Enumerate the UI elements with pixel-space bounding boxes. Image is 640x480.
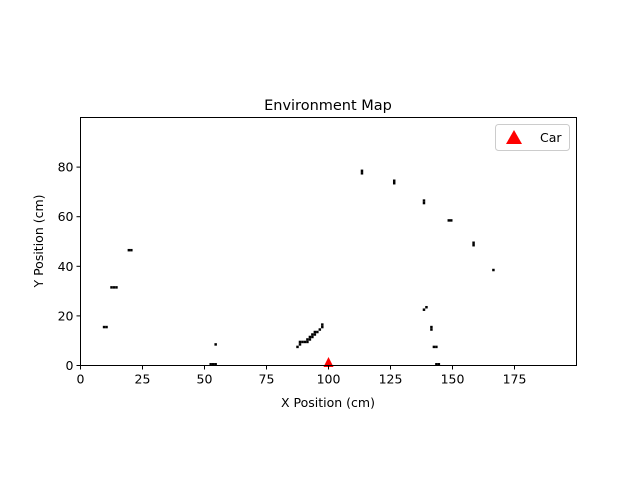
x-tick-label: 75 (259, 372, 275, 387)
obstacle-cell (437, 363, 441, 366)
obstacle-cell (311, 333, 314, 336)
obstacle-cell (321, 325, 324, 329)
legend-car-marker (506, 130, 522, 144)
obstacle-cell (472, 241, 475, 244)
obstacle-cell (422, 308, 426, 311)
obstacle-cell (308, 338, 312, 341)
obstacle-cell (422, 201, 426, 205)
x-tick-label: 100 (317, 372, 341, 387)
x-tick-label: 175 (503, 372, 527, 387)
obstacle-cell (360, 172, 364, 175)
y-tick-label: 0 (66, 358, 74, 373)
y-axis-label: Y Position (cm) (31, 194, 46, 288)
x-tick-label: 125 (379, 372, 403, 387)
obstacle-cell (392, 179, 396, 182)
x-tick-label: 50 (197, 372, 213, 387)
obstacle-cell (306, 340, 309, 344)
obstacle-cell (430, 325, 433, 329)
obstacle-cell (313, 330, 317, 334)
obstacle-cell (296, 345, 299, 349)
legend: Car (495, 124, 570, 151)
x-tick-label: 25 (135, 372, 151, 387)
obstacle-cell (110, 286, 113, 289)
y-tick-label: 20 (58, 308, 74, 323)
obstacle-cell (435, 363, 438, 366)
obstacle-cell (303, 340, 307, 344)
obstacle-cell (130, 248, 133, 252)
obstacle-cell (112, 286, 116, 289)
obstacle-cell (115, 286, 118, 289)
obstacle-cell (432, 345, 436, 349)
obstacle-cell (316, 330, 319, 334)
legend-car-label: Car (540, 130, 562, 145)
obstacle-cell (492, 268, 495, 272)
obstacle-cell (472, 243, 475, 247)
y-tick-label: 80 (58, 160, 74, 175)
y-tick-label: 40 (58, 259, 74, 274)
obstacle-cell (311, 335, 314, 339)
chart-title: Environment Map (264, 98, 392, 114)
obstacle-cell (298, 343, 302, 346)
x-tick-label: 150 (441, 372, 465, 387)
obstacle-cell (105, 325, 108, 329)
car-marker-group (323, 357, 334, 368)
obstacle-cell (313, 333, 317, 336)
x-axis-label: X Position (cm) (281, 395, 375, 410)
obstacle-cell (127, 248, 131, 252)
obstacle-cell (301, 340, 304, 344)
obstacle-cell (430, 328, 433, 331)
obstacle-cells (102, 169, 495, 366)
obstacle-cell (360, 169, 364, 173)
obstacle-cell (209, 363, 212, 366)
obstacle-cell (298, 340, 302, 344)
obstacle-cell (422, 199, 426, 202)
obstacle-cell (435, 345, 438, 349)
obstacle-cell (321, 323, 324, 326)
obstacle-cell (214, 343, 217, 346)
y-axis-ticks: 0 20 40 60 80 (58, 160, 81, 373)
obstacle-cell (214, 363, 217, 366)
obstacle-cell (318, 328, 322, 331)
x-tick-label: 0 (77, 372, 85, 387)
obstacle-cell (306, 338, 309, 341)
obstacle-cell (308, 335, 312, 339)
x-axis-ticks: 0 25 50 75 100 125 150 175 (77, 365, 527, 387)
obstacle-cell (447, 219, 451, 222)
obstacle-cell (450, 219, 453, 222)
obstacle-cell (211, 363, 215, 366)
y-tick-label: 60 (58, 209, 74, 224)
obstacle-cell (392, 181, 396, 185)
obstacle-cell (102, 325, 106, 329)
obstacle-cell (425, 305, 428, 309)
car-marker (323, 357, 334, 368)
